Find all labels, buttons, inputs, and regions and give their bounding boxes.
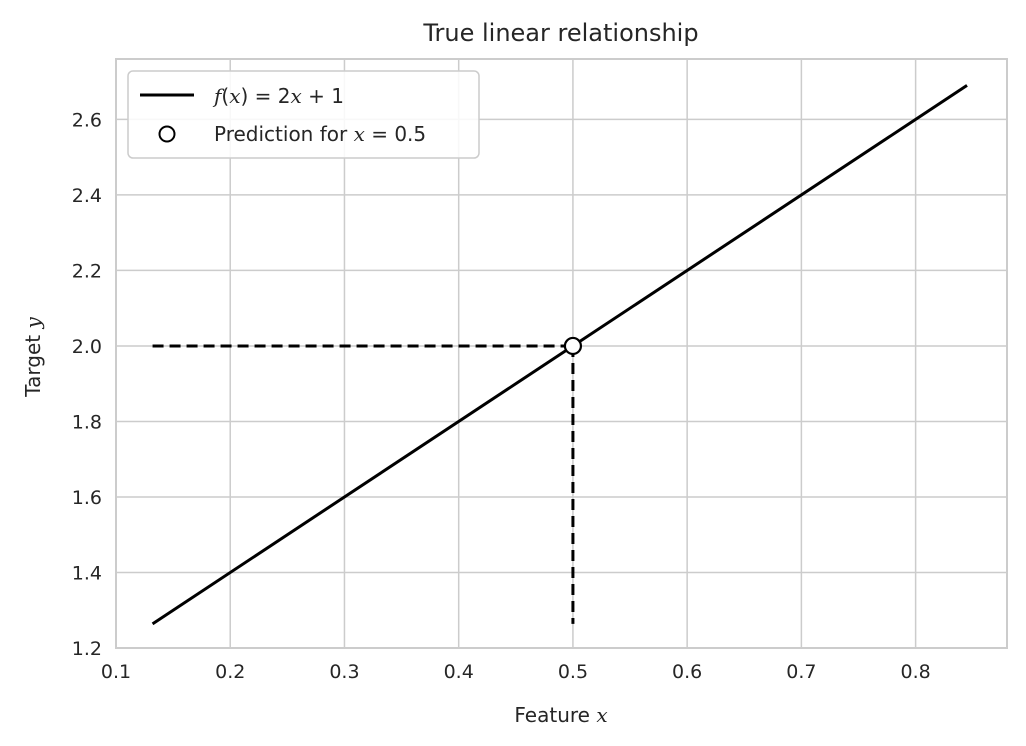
x-axis-label: Feature x: [514, 703, 607, 727]
y-tick-label: 1.6: [72, 487, 102, 509]
y-tick-label: 2.4: [72, 185, 102, 207]
guides: [152, 344, 575, 624]
x-tick-label: 0.3: [329, 661, 359, 683]
x-tick-label: 0.1: [101, 661, 131, 683]
legend-line-label: f(x) = 2x + 1: [212, 84, 344, 108]
y-tick-label: 1.8: [72, 411, 102, 433]
x-tick-label: 0.5: [558, 661, 588, 683]
prediction-point: [563, 336, 583, 356]
plot-frame: [115, 58, 1008, 649]
x-tick-label: 0.7: [786, 661, 816, 683]
y-tick-label: 2.0: [72, 336, 102, 358]
x-tick-label: 0.6: [672, 661, 702, 683]
y-tick-label: 1.4: [72, 562, 102, 584]
series-layer: [151, 84, 968, 626]
chart-title: True linear relationship: [422, 19, 698, 47]
x-tick-label: 0.2: [215, 661, 245, 683]
legend-point-label: Prediction for x = 0.5: [214, 122, 426, 146]
y-axis-label: Target y: [21, 317, 45, 398]
x-tick-label: 0.4: [444, 661, 474, 683]
y-tick-label: 2.6: [72, 109, 102, 131]
x-tick-labels: 0.1 0.2 0.3 0.4 0.5 0.6 0.7 0.8: [101, 661, 931, 683]
series-line-fx: [151, 84, 968, 626]
x-tick-label: 0.8: [901, 661, 931, 683]
legend-point-swatch: [158, 125, 176, 143]
y-tick-label: 1.2: [72, 638, 102, 660]
y-tick-labels: 1.2 1.4 1.6 1.8 2.0 2.2 2.4 2.6: [72, 109, 102, 660]
legend-box: [127, 70, 480, 159]
y-tick-label: 2.2: [72, 260, 102, 282]
legend: f(x) = 2x + 1 Prediction for x = 0.5: [127, 70, 480, 159]
